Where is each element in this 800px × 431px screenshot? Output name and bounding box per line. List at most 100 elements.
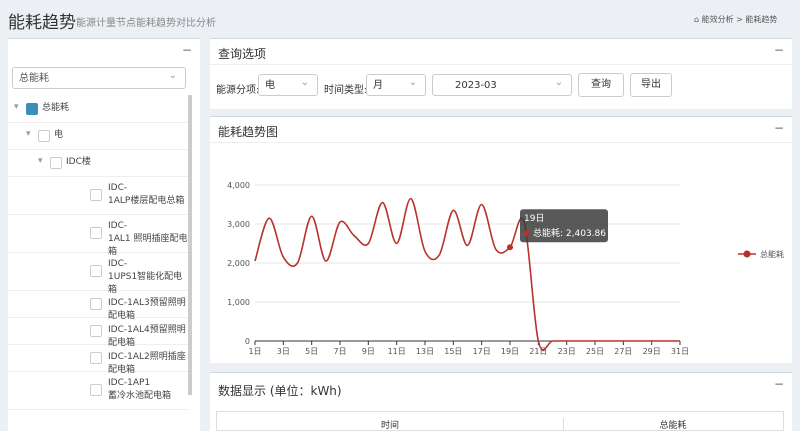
tree-node[interactable]: IDC- 1UPS1智能化配电箱 <box>8 252 188 295</box>
label-line: IDC- <box>108 259 128 269</box>
checkbox[interactable] <box>90 324 102 337</box>
select[interactable]: 月 <box>366 72 426 96</box>
tree-node[interactable]: IDC-1AL4预留照明配电箱 <box>8 317 188 348</box>
checkbox[interactable] <box>90 265 102 277</box>
checkbox[interactable] <box>26 102 38 115</box>
tooltip-number: 2,403.86 <box>566 229 606 239</box>
x-tick-label: 7日 <box>333 347 346 356</box>
select[interactable]: 电 <box>258 72 318 96</box>
tooltip-sep: : <box>560 229 566 239</box>
panel-title: 查询选项 <box>218 47 267 61</box>
checkbox[interactable] <box>90 384 102 396</box>
collapse[interactable]: − <box>773 377 784 391</box>
x-tick-label: 1日 <box>248 347 261 356</box>
label-line: 1ALP楼层配电总箱 <box>108 196 185 206</box>
x-tick-label: 19日 <box>501 347 519 356</box>
y-tick-label: 4,000 <box>227 181 250 190</box>
query-panel: 查询选项 − 能源分项: 电 时间类型: 月 2023-03 查询 导出 <box>210 38 792 109</box>
label-line: IDC- <box>108 221 128 231</box>
expander[interactable]: ▾ <box>38 155 43 166</box>
line <box>254 197 680 351</box>
tooltip-marker <box>524 230 530 237</box>
checkbox[interactable] <box>90 351 102 364</box>
chart: 0 1,000 2,000 3,000 4,000 1日 3日 5日 7日 9日 11日 13日 15日… <box>227 181 784 356</box>
panel-title: 数据显示 (单位：kWh) <box>218 384 342 398</box>
x-tick-label: 25日 <box>586 347 604 356</box>
expander[interactable]: ▾ <box>14 101 19 112</box>
legend-marker <box>743 250 751 258</box>
label-line: 1AL1 照明插座配电箱 <box>108 234 188 257</box>
tree-label: 电 <box>54 129 63 142</box>
tooltip-title: 19日 <box>524 213 544 224</box>
label-line: IDC-1AL3预留照明配电箱 <box>108 298 186 321</box>
breadcrumb-item: 能耗趋势 <box>745 15 778 24</box>
tree-label: IDC- 1AL1 照明插座配电箱 <box>108 220 188 259</box>
x-tick-label: 5日 <box>305 347 318 356</box>
x-tick-label: 17日 <box>473 347 491 356</box>
tree-node[interactable]: IDC-1AL2照明插座配电箱 <box>8 344 188 375</box>
y-tick-label: 3,000 <box>227 220 250 229</box>
column-header[interactable]: 总能耗 <box>659 421 687 431</box>
date-input[interactable]: 2023-03 <box>432 72 572 96</box>
tree-label: IDC-1AL3预留照明配电箱 <box>108 297 188 323</box>
label-line: IDC-1AP1 <box>108 378 151 388</box>
search-button[interactable]: 查询 <box>578 73 624 97</box>
collapse[interactable]: − <box>773 43 784 57</box>
table-header: 时间 总能耗 <box>216 411 784 431</box>
legend-label: 总能耗 <box>760 249 784 259</box>
tree-node[interactable]: IDC-1AP1 蓄冷水池配电箱 <box>8 371 188 410</box>
tree-label: IDC- 1UPS1智能化配电箱 <box>108 258 188 297</box>
label: 时间类型: <box>324 85 368 96</box>
tooltip-box <box>520 209 608 243</box>
tree-node[interactable]: ▾ IDC楼 <box>8 149 188 177</box>
x-tick-label: 3日 <box>277 347 290 356</box>
tooltip-value: 总能耗: 2,403.86 <box>533 227 606 239</box>
export-button[interactable]: 导出 <box>630 73 672 97</box>
label-line: 1UPS1智能化配电箱 <box>108 272 183 295</box>
x-tick-label: 27日 <box>614 347 632 356</box>
tree-node[interactable]: IDC-1AL3预留照明配电箱 <box>8 290 188 321</box>
x-tick-label: 11日 <box>388 347 406 356</box>
tree-label: IDC-1AP1 蓄冷水池配电箱 <box>108 377 171 403</box>
checkbox[interactable] <box>38 129 50 142</box>
label-line: 蓄冷水池配电箱 <box>108 391 172 401</box>
sidebar: − 总能耗 ▾总能耗▾电▾IDC楼IDC-1ALP楼层配电总箱IDC-1AL1 … <box>8 38 200 431</box>
page-subtitle: 能源计量节点能耗趋势对比分析 <box>76 18 216 29</box>
scrollbar[interactable] <box>188 95 192 395</box>
checkbox[interactable] <box>90 227 102 239</box>
expander[interactable]: ▾ <box>26 128 31 139</box>
label-line: 电 <box>54 130 64 140</box>
y-tick-label: 0 <box>245 337 250 346</box>
checkbox[interactable] <box>90 189 102 201</box>
breadcrumb: ⌂ 能效分析 > 能耗趋势 <box>694 15 778 24</box>
collapse[interactable]: − <box>773 121 784 135</box>
select[interactable]: 总能耗 <box>12 65 186 89</box>
checkbox[interactable] <box>50 156 62 169</box>
x-tick-label: 31日 <box>671 347 689 356</box>
breadcrumb-item[interactable]: 能效分析 <box>701 15 734 24</box>
tree: ▾ 总能耗 ▾ 电 ▾ IDC楼 IDC- 1ALP楼层配电总箱 IDC- 1AL1 照明插座配电… <box>8 95 192 431</box>
tree-label: IDC-1AL4预留照明配电箱 <box>108 324 188 350</box>
tree-label: IDC楼 <box>66 156 91 169</box>
chart-panel: 能耗趋势图 − 0 1,000 2,000 3,000 4,000 1日 3日 5日 7日 9日 1… <box>210 116 792 363</box>
header: 能耗趋势 能源计量节点能耗趋势对比分析 ⌂ 能效分析 > 能耗趋势 <box>0 0 800 36</box>
table-panel: 数据显示 (单位：kWh) − 时间 总能耗 <box>210 372 792 431</box>
tree-node[interactable]: ▾ 电 <box>8 122 188 150</box>
x-tick-label: 15日 <box>444 347 462 356</box>
checkbox[interactable] <box>90 297 102 310</box>
collapse[interactable]: − <box>181 43 192 57</box>
label-line: IDC-1AL4预留照明配电箱 <box>108 325 186 348</box>
tree-node[interactable]: IDC- 1AL1 照明插座配电箱 <box>8 214 188 257</box>
tree-node[interactable]: ▾ 总能耗 <box>8 95 188 123</box>
label-line: 总能耗 <box>42 103 70 113</box>
label: 能源分项: <box>216 85 260 96</box>
label-line: IDC-1AL2照明插座配电箱 <box>108 352 186 375</box>
column-header[interactable]: 时间 <box>217 418 564 431</box>
tree-label: IDC-1AL2照明插座配电箱 <box>108 351 188 377</box>
label-line: IDC楼 <box>66 157 91 167</box>
tree-label: 总能耗 <box>42 102 69 115</box>
tree-node[interactable]: IDC- 1ALP楼层配电总箱 <box>8 176 188 215</box>
point <box>507 244 513 251</box>
